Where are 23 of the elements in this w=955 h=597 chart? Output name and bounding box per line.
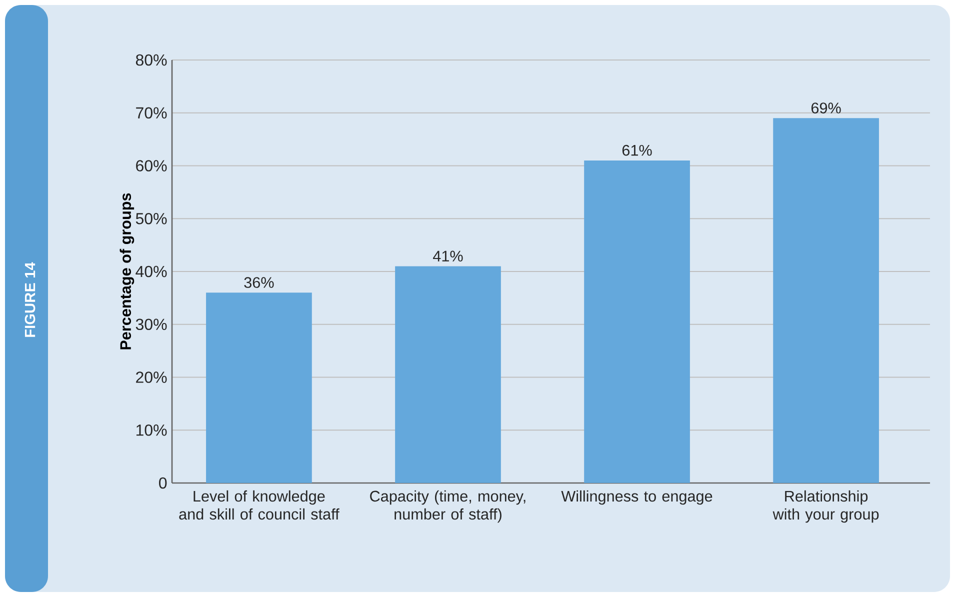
y-tick-label: 10% (136, 424, 167, 436)
data-label: 36% (244, 277, 274, 288)
x-tick-label: Level of knowledge and skill of council staff (179, 490, 340, 520)
x-tick-label: Relationship with your group (772, 490, 879, 523)
data-label: 41% (433, 250, 463, 262)
y-tick-label: 60% (136, 160, 167, 172)
x-tick-label: Willingness to engage (561, 490, 712, 505)
y-tick-label: 0 (159, 477, 167, 489)
caption: FIGURE 14 (24, 262, 36, 337)
bar (773, 118, 879, 483)
data-label: 61% (622, 144, 652, 156)
data-label: 69% (811, 102, 841, 114)
y-tick-label: 30% (136, 318, 167, 330)
y-axis-title: Percentage of groups (120, 193, 134, 350)
y-tick-label: 70% (136, 107, 167, 119)
y-tick-label: 80% (136, 54, 167, 66)
bar (395, 266, 501, 483)
bar (206, 292, 312, 483)
x-tick-label: Capacity (time, money, number of staff) (370, 490, 526, 523)
y-tick-label: 20% (136, 372, 167, 383)
bar (584, 160, 690, 483)
y-tick-label: 40% (136, 266, 167, 278)
y-tick-label: 50% (136, 212, 167, 224)
